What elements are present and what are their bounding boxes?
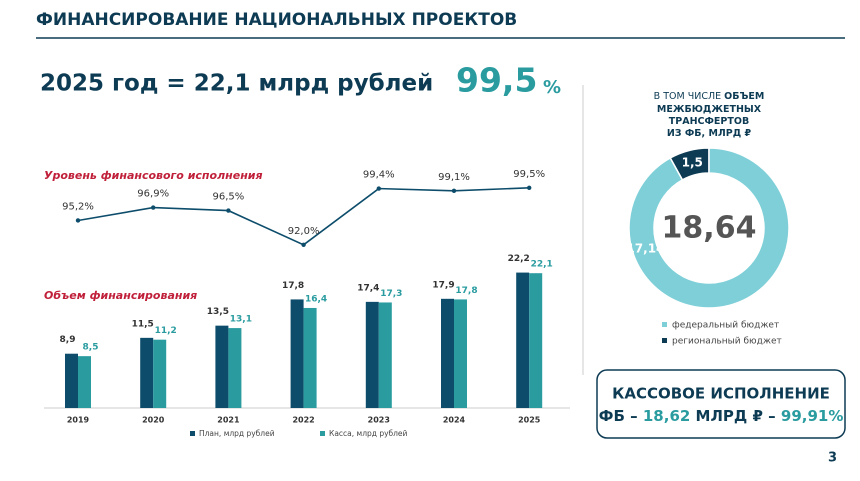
chart-title: Объем финансирования — [44, 289, 197, 302]
chart-title: МЕЖБЮДЖЕТНЫХ ТРАНСФЕРТОВ ИЗ ФБ, МЛРД ₽ — [657, 104, 762, 139]
title-line: МЕЖБЮДЖЕТНЫХ — [657, 104, 762, 115]
x-tick-label: 2020 — [142, 416, 165, 425]
line-point — [75, 218, 81, 223]
chart-title: Уровень финансового исполнения — [44, 169, 263, 182]
bar — [378, 302, 392, 408]
data-label: 22,1 — [531, 260, 553, 270]
data-label: 17,4 — [357, 283, 379, 293]
x-tick-label: 2021 — [217, 416, 240, 425]
bar — [65, 353, 78, 408]
data-label: 17,9 — [432, 280, 454, 290]
title-line: ТРАНСФЕРТОВ — [669, 116, 749, 127]
line-point — [151, 205, 156, 210]
box-text: МЛРД ₽ – — [690, 407, 781, 425]
x-tick-label: 2025 — [518, 416, 541, 425]
title-part: ОБЪЕМ — [724, 91, 764, 102]
data-label: 11,5 — [132, 319, 154, 329]
legend-label: План, млрд рублей — [199, 429, 275, 438]
bar — [529, 273, 543, 408]
box-text: ФБ – — [599, 407, 643, 425]
line-point — [527, 185, 532, 190]
bar — [215, 325, 229, 408]
line-point — [451, 188, 457, 194]
data-label: 22,2 — [508, 254, 530, 264]
data-label: 13,5 — [207, 307, 229, 317]
data-label: 11,2 — [155, 326, 177, 336]
box-line2: ФБ – 18,62 МЛРД ₽ – 99,91% — [599, 407, 844, 425]
page-number: 3 — [828, 451, 837, 466]
bar — [290, 299, 304, 408]
legend-label: Касса, млрд рублей — [329, 429, 408, 438]
bar — [365, 301, 379, 408]
title-part: В ТОМ ЧИСЛЕ — [654, 91, 724, 102]
result-box — [596, 369, 846, 439]
data-label: 8,5 — [83, 343, 99, 353]
donut-total: 18,64 — [662, 211, 757, 246]
bar — [303, 307, 317, 408]
headline: 2025 год = 22,1 млрд рублей — [40, 71, 433, 97]
data-label: 17,8 — [455, 286, 477, 296]
bar — [441, 298, 454, 408]
line-point — [376, 186, 381, 191]
bar — [454, 299, 467, 408]
data-label: 17,14 — [626, 242, 664, 256]
legend-label: региональный бюджет — [672, 337, 782, 347]
legend-label: федеральный бюджет — [672, 321, 779, 331]
headline-percent: 99,5 — [456, 61, 537, 100]
data-label: 1,5 — [682, 156, 703, 170]
data-label: 17,3 — [380, 289, 402, 299]
data-label: 96,9% — [137, 189, 169, 200]
donut-segment — [628, 147, 790, 309]
data-label: 96,5% — [213, 192, 245, 203]
bar — [153, 339, 167, 408]
bar — [228, 328, 242, 408]
x-tick-label: 2019 — [67, 416, 90, 425]
bar — [140, 337, 154, 408]
line-point — [301, 242, 306, 247]
box-percent: 99,91% — [781, 407, 843, 425]
legend-swatch — [662, 338, 667, 343]
box-line1: КАССОВОЕ ИСПОЛНЕНИЕ — [612, 385, 830, 403]
x-tick-label: 2022 — [292, 416, 314, 425]
title-line: ИЗ ФБ, МЛРД ₽ — [667, 128, 752, 139]
data-label: 99,1% — [438, 172, 470, 183]
data-label: 95,2% — [62, 201, 94, 212]
chart-title: В ТОМ ЧИСЛЕ ОБЪЕМ — [654, 91, 765, 102]
legend-swatch — [190, 431, 195, 436]
bar — [516, 272, 530, 408]
line-point — [226, 208, 231, 213]
data-label: 99,4% — [363, 170, 395, 181]
bar — [78, 356, 91, 408]
legend-swatch — [662, 322, 667, 327]
x-tick-label: 2023 — [368, 416, 390, 425]
box-amount: 18,62 — [643, 407, 690, 425]
data-label: 99,5% — [513, 169, 545, 180]
x-tick-label: 2024 — [443, 416, 466, 425]
headline-percent-unit: % — [543, 77, 561, 98]
legend-swatch — [320, 431, 325, 436]
data-label: 17,8 — [282, 281, 304, 291]
data-label: 8,9 — [60, 335, 76, 345]
data-label: 13,1 — [230, 315, 252, 325]
data-label: 16,4 — [305, 294, 327, 304]
slide-title: ФИНАНСИРОВАНИЕ НАЦИОНАЛЬНЫХ ПРОЕКТОВ — [36, 10, 517, 30]
data-label: 92,0% — [288, 226, 320, 237]
